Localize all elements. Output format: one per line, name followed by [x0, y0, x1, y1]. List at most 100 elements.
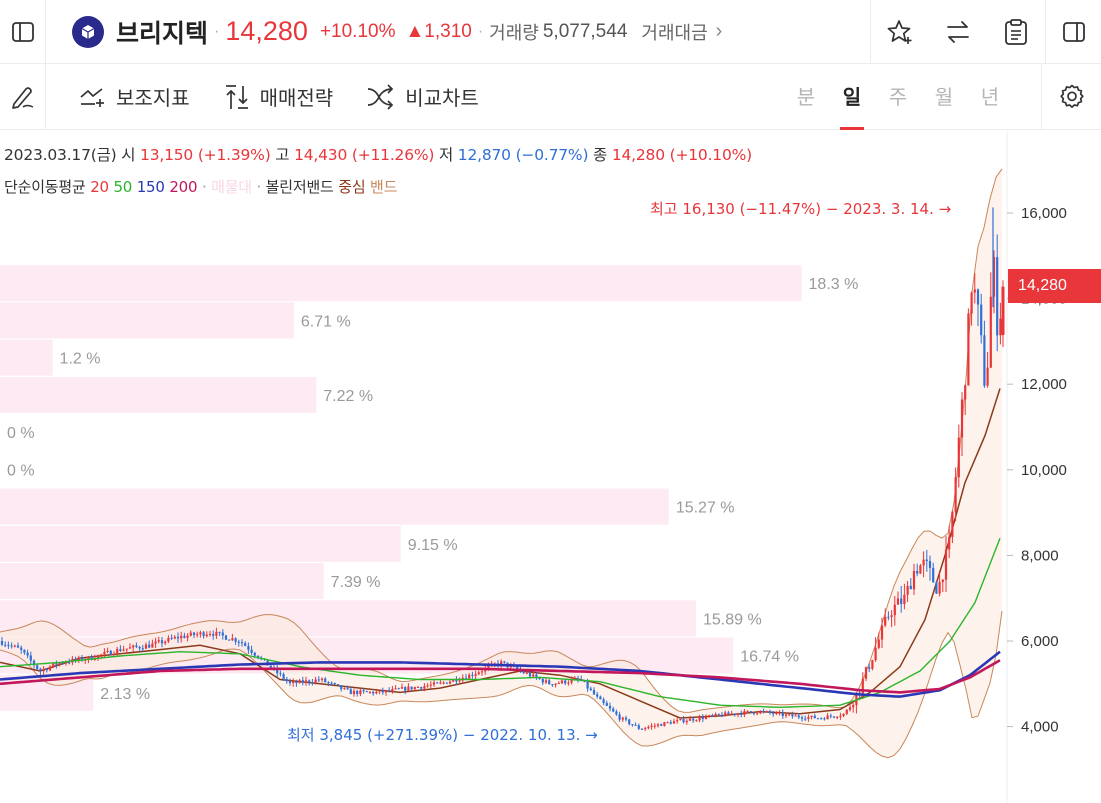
tab-week[interactable]: 주 — [888, 85, 908, 109]
candle-body — [996, 257, 999, 336]
candle-body — [656, 724, 660, 726]
candle-body — [960, 399, 964, 438]
close-value: 14,280 — [611, 146, 665, 164]
favorite-button[interactable] — [871, 0, 929, 64]
candle-body — [528, 672, 532, 677]
candle-body — [804, 718, 807, 720]
candle-body — [637, 725, 640, 729]
candle-body — [720, 714, 724, 717]
candle-body — [477, 672, 480, 675]
tab-month[interactable]: 월 — [934, 85, 954, 109]
candle-body — [176, 636, 180, 639]
candle-body — [605, 703, 608, 706]
candle-body — [356, 690, 359, 695]
compare-button[interactable]: 비교차트 — [365, 82, 479, 111]
tab-year[interactable]: 년 — [980, 85, 1000, 109]
candle-body — [29, 655, 32, 661]
candle-body — [279, 673, 282, 675]
candle-body — [823, 718, 826, 720]
candle-body — [36, 665, 39, 669]
candle-body — [157, 640, 160, 642]
candle-body — [170, 637, 173, 639]
candle-body — [432, 682, 436, 685]
candle-body — [663, 722, 666, 726]
candle-body — [989, 296, 992, 368]
candle-body — [756, 713, 759, 715]
candle-body — [740, 713, 743, 715]
candle-body — [282, 674, 285, 680]
candle-body — [32, 660, 36, 666]
candle-body — [970, 292, 973, 314]
candle-body — [151, 643, 154, 648]
candle-body — [87, 656, 90, 660]
candle-body — [682, 719, 685, 723]
tab-day[interactable]: 일 — [829, 64, 875, 130]
close-pct: (+10.10%) — [669, 146, 753, 164]
change-percent: +10.10% — [319, 20, 396, 42]
candle-body — [704, 716, 708, 720]
volume-profile-label: 6.71 % — [301, 313, 351, 330]
chart-settings-button[interactable] — [1041, 64, 1101, 130]
drawing-tool-button[interactable] — [0, 63, 46, 130]
candle-body — [13, 645, 16, 647]
stock-summary[interactable]: 브리지텍 · 14,280 +10.10% ▲1,310 · 거래량 5,077… — [46, 14, 870, 50]
candle-body — [42, 669, 45, 672]
candle-body — [714, 713, 717, 716]
volume-profile-legend[interactable]: 매물대 — [211, 178, 252, 196]
candle-body — [551, 684, 554, 686]
candle-body — [237, 641, 240, 643]
candle-body — [925, 559, 928, 562]
candle-body — [400, 687, 404, 689]
candle-body — [167, 637, 170, 642]
ohlc-info: 2023.03.17(금) 시 13,150 (+1.39%) 고 14,430… — [4, 143, 752, 165]
y-tick-label: 4,000 — [1021, 719, 1059, 736]
candle-body — [765, 711, 768, 713]
candle-body — [679, 719, 682, 721]
strategy-button[interactable]: 매매전략 — [222, 82, 333, 111]
candle-body — [0, 641, 4, 645]
candle-body — [749, 711, 752, 713]
candle-body — [794, 715, 797, 717]
swap-button[interactable] — [929, 0, 987, 64]
candle-body — [676, 720, 679, 722]
candle-body — [688, 718, 692, 721]
candle-body — [778, 712, 781, 714]
candle-body — [980, 304, 983, 336]
candle-body — [692, 718, 695, 721]
candle-body — [592, 690, 596, 695]
candle-body — [711, 715, 714, 717]
indicator-label: 보조지표 — [116, 86, 190, 110]
candle-body — [23, 649, 26, 653]
indicator-legend: 단순이동평균 20 50 150 200 · 매물대 · 볼린저밴드 중심 밴드 — [4, 178, 398, 196]
candle-body — [445, 682, 448, 684]
candle-body — [861, 678, 864, 694]
candle-body — [644, 728, 647, 730]
high-label: 고 — [275, 146, 290, 164]
volume-profile-bar — [0, 376, 317, 413]
price-chart[interactable]: 18.3 % 6.71 % 1.2 % 7.22 % 0 % 0 % 15.27 % 9.15… — [0, 131, 1101, 803]
candle-body — [736, 713, 740, 715]
candle-body — [292, 681, 295, 684]
candle-body — [215, 631, 218, 636]
candle-body — [61, 662, 64, 664]
memo-button[interactable] — [987, 0, 1045, 64]
candle-body — [855, 692, 858, 706]
tab-minute[interactable]: 분 — [796, 85, 816, 109]
indicator-button[interactable]: 보조지표 — [78, 82, 190, 111]
candle-body — [90, 656, 93, 660]
candle-body — [608, 705, 612, 709]
candle-body — [615, 711, 618, 715]
candle-body — [474, 674, 477, 676]
ma-legend-label[interactable]: 단순이동평균 — [4, 178, 86, 196]
candle-body — [708, 715, 711, 717]
candle-body — [442, 682, 445, 684]
high-value: 14,430 — [294, 146, 348, 164]
candle-body — [666, 722, 669, 724]
separator: · — [214, 22, 220, 40]
bollinger-legend-label[interactable]: 볼린저밴드 — [265, 178, 334, 196]
candle-body — [784, 714, 788, 716]
candle-body — [119, 649, 122, 651]
current-price: 14,280 — [225, 16, 308, 46]
right-panel-toggle-button[interactable] — [1045, 0, 1101, 64]
sidebar-toggle-button[interactable] — [0, 0, 46, 64]
